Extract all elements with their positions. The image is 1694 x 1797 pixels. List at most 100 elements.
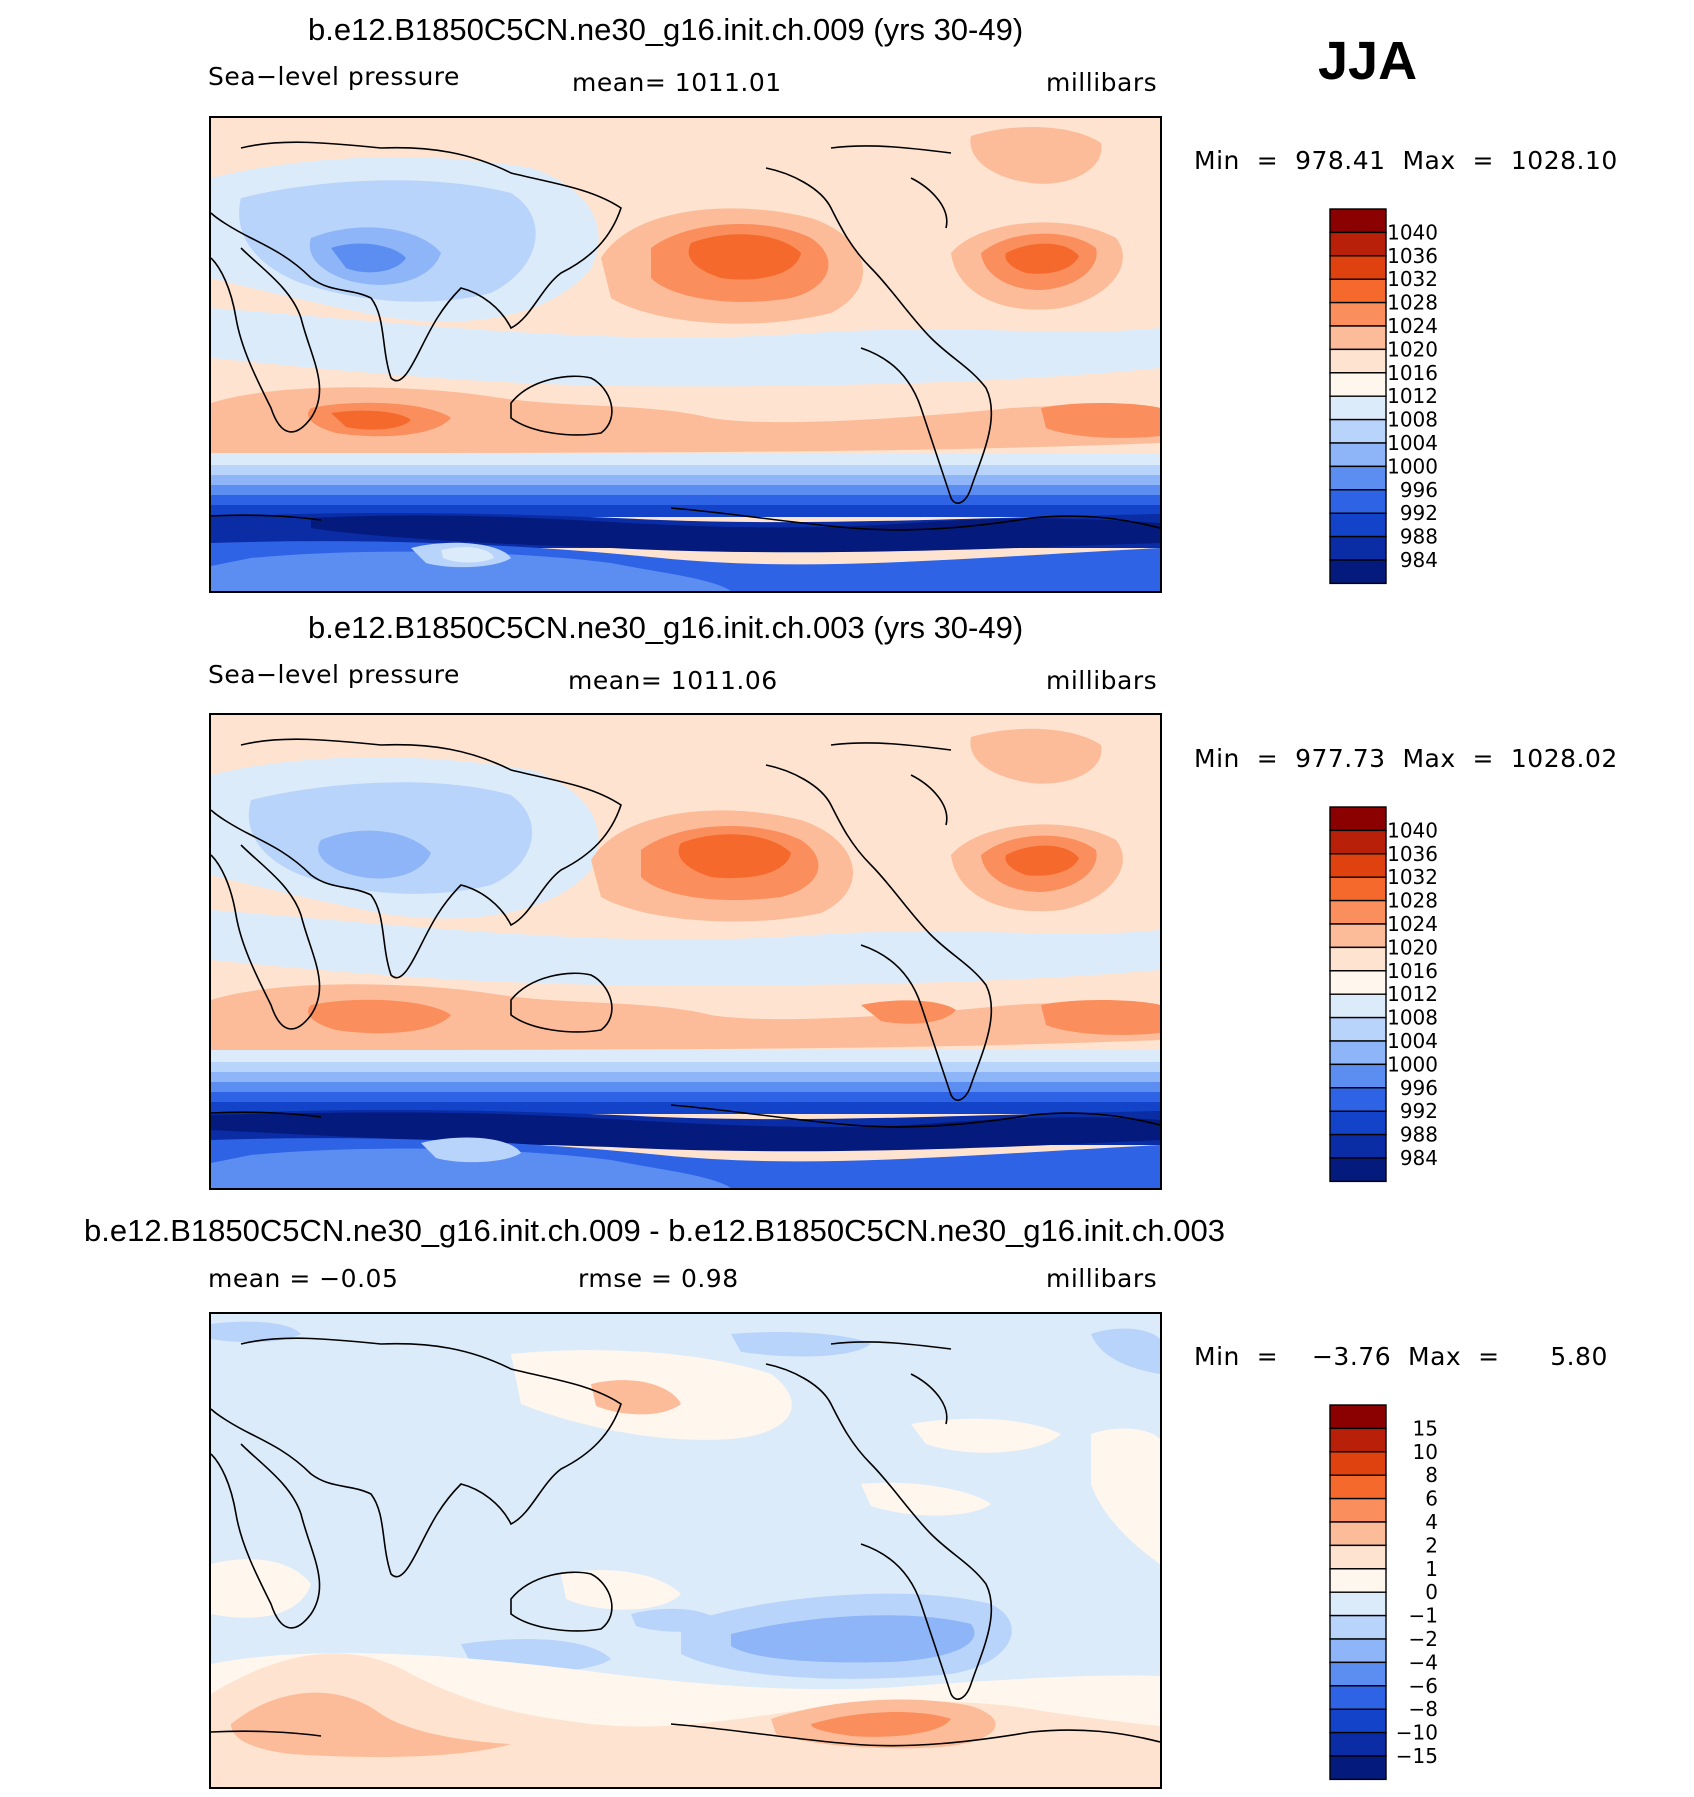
panel-1-colorbar: 1040103610321028102410201016101210081004… — [1329, 208, 1438, 585]
colorbar-swatch — [1329, 372, 1387, 397]
colorbar-tick-label: 1004 — [1387, 431, 1438, 455]
panel-1-variable-label: Sea−level pressure — [208, 62, 460, 91]
colorbar-tick-label: 984 — [1400, 1146, 1438, 1170]
colorbar-tick-label: 0 — [1425, 1580, 1438, 1604]
colorbar-tick-label: 6 — [1425, 1487, 1438, 1511]
colorbar-tick-label: 1036 — [1387, 244, 1438, 268]
panel-2-minmax-label: Min = 977.73 Max = 1028.02 — [1194, 744, 1618, 773]
colorbar-swatch — [1329, 923, 1387, 949]
colorbar-tick-label: −10 — [1396, 1721, 1438, 1745]
colorbar-swatch — [1329, 1638, 1387, 1664]
colorbar-tick-label: −15 — [1396, 1744, 1438, 1768]
colorbar-swatch — [1329, 1731, 1387, 1757]
colorbar-swatch — [1329, 1708, 1387, 1734]
panel-2-mean-label: mean= 1011.06 — [568, 666, 778, 695]
colorbar-swatch — [1329, 806, 1387, 832]
colorbar-swatch — [1329, 899, 1387, 925]
colorbar-swatch — [1329, 1755, 1387, 1781]
colorbar-swatch — [1329, 442, 1387, 468]
colorbar-swatch — [1329, 993, 1387, 1019]
colorbar-swatch — [1329, 853, 1387, 878]
colorbar-tick-label: 4 — [1425, 1510, 1438, 1534]
colorbar-swatch — [1329, 489, 1387, 514]
panel-3-map — [209, 1312, 1162, 1789]
colorbar-tick-label: 988 — [1400, 1123, 1438, 1147]
colorbar-swatch — [1329, 946, 1387, 972]
panel-1-title: b.e12.B1850C5CN.ne30_g16.init.ch.009 (yr… — [308, 12, 1024, 47]
panel-2-map-plot — [211, 715, 1160, 1188]
colorbar-tick-label: 1040 — [1387, 818, 1438, 842]
colorbar-swatch — [1329, 1063, 1387, 1089]
panel-3-rmse-label: rmse = 0.98 — [578, 1264, 739, 1293]
colorbar-swatch — [1329, 465, 1387, 491]
colorbar-swatch — [1329, 1040, 1387, 1066]
colorbar-swatch — [1329, 1427, 1387, 1453]
colorbar-swatch — [1329, 970, 1387, 995]
colorbar-tick-label: 1012 — [1387, 982, 1438, 1006]
colorbar-swatch — [1329, 278, 1387, 304]
colorbar-tick-label: 992 — [1400, 501, 1438, 525]
panel-2-map — [209, 713, 1162, 1190]
panel-3-mean-label: mean = −0.05 — [208, 1264, 399, 1293]
colorbar-tick-label: −1 — [1409, 1604, 1438, 1628]
panel-1-units-label: millibars — [1046, 68, 1158, 97]
panel-1-mean-label: mean= 1011.01 — [572, 68, 782, 97]
colorbar-swatch — [1329, 1614, 1387, 1640]
colorbar-tick-label: 1020 — [1387, 935, 1438, 959]
colorbar-tick-label: 1032 — [1387, 267, 1438, 291]
panel-2-units-label: millibars — [1046, 666, 1158, 695]
colorbar-tick-label: 1032 — [1387, 865, 1438, 889]
colorbar-tick-label: −2 — [1409, 1627, 1438, 1651]
colorbar-swatch — [1329, 1157, 1387, 1183]
colorbar-swatch — [1329, 1087, 1387, 1112]
colorbar-swatch — [1329, 1544, 1387, 1570]
panel-2-title: b.e12.B1850C5CN.ne30_g16.init.ch.003 (yr… — [308, 610, 1024, 645]
colorbar-tick-label: 1 — [1425, 1557, 1438, 1581]
colorbar-tick-label: 988 — [1400, 525, 1438, 549]
colorbar-tick-label: 1036 — [1387, 842, 1438, 866]
colorbar-swatch — [1329, 1497, 1387, 1523]
colorbar-tick-label: 1016 — [1387, 959, 1438, 983]
colorbar-swatch — [1329, 1661, 1387, 1687]
colorbar-tick-label: 10 — [1413, 1440, 1438, 1464]
colorbar-swatch — [1329, 1591, 1387, 1617]
colorbar-tick-label: −8 — [1409, 1697, 1438, 1721]
colorbar-tick-label: 996 — [1400, 478, 1438, 502]
panel-2-colorbar: 1040103610321028102410201016101210081004… — [1329, 806, 1438, 1183]
colorbar-tick-label: 1028 — [1387, 291, 1438, 315]
colorbar-tick-label: 1024 — [1387, 912, 1438, 936]
colorbar-tick-label: 15 — [1413, 1416, 1438, 1440]
colorbar-swatch — [1329, 1685, 1387, 1710]
colorbar-tick-label: 1012 — [1387, 384, 1438, 408]
colorbar-swatch — [1329, 512, 1387, 538]
colorbar-swatch — [1329, 1404, 1387, 1430]
colorbar-tick-label: 992 — [1400, 1099, 1438, 1123]
colorbar-swatch — [1329, 395, 1387, 421]
colorbar-tick-label: 1008 — [1387, 1006, 1438, 1030]
colorbar-swatch — [1329, 1133, 1387, 1159]
colorbar-swatch — [1329, 255, 1387, 280]
colorbar-swatch — [1329, 535, 1387, 561]
panel-3-units-label: millibars — [1046, 1264, 1158, 1293]
colorbar-tick-label: 1000 — [1387, 454, 1438, 478]
colorbar-tick-label: 8 — [1425, 1463, 1438, 1487]
colorbar-swatch — [1329, 876, 1387, 902]
colorbar-swatch — [1329, 1568, 1387, 1593]
colorbar-swatch — [1329, 301, 1387, 327]
colorbar-tick-label: −6 — [1409, 1674, 1438, 1698]
colorbar-tick-label: 1020 — [1387, 337, 1438, 361]
colorbar-tick-label: 1016 — [1387, 361, 1438, 385]
colorbar-tick-label: 1028 — [1387, 889, 1438, 913]
panel-1-map — [209, 116, 1162, 593]
colorbar-swatch — [1329, 1474, 1387, 1500]
colorbar-swatch — [1329, 829, 1387, 855]
colorbar-swatch — [1329, 1451, 1387, 1476]
panel-2-variable-label: Sea−level pressure — [208, 660, 460, 689]
panel-3-minmax-label: Min = −3.76 Max = 5.80 — [1194, 1342, 1608, 1371]
colorbar-swatch — [1329, 231, 1387, 257]
panel-1-minmax-label: Min = 978.41 Max = 1028.10 — [1194, 146, 1618, 175]
season-label: JJA — [1318, 31, 1418, 91]
colorbar-swatch — [1329, 348, 1387, 374]
colorbar-swatch — [1329, 559, 1387, 585]
